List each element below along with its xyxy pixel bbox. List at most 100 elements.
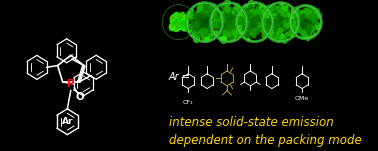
Circle shape (203, 20, 208, 26)
Circle shape (249, 2, 252, 5)
Circle shape (277, 22, 279, 24)
Circle shape (195, 38, 197, 40)
Circle shape (178, 16, 185, 22)
Circle shape (231, 21, 232, 22)
Circle shape (210, 2, 248, 42)
Circle shape (276, 6, 277, 8)
Circle shape (195, 5, 196, 6)
Circle shape (271, 15, 273, 17)
Circle shape (312, 8, 316, 12)
Circle shape (248, 1, 254, 6)
Circle shape (221, 39, 222, 41)
Circle shape (284, 26, 285, 27)
Circle shape (226, 41, 227, 42)
Circle shape (305, 23, 307, 25)
Circle shape (252, 11, 254, 13)
Circle shape (205, 24, 208, 27)
Circle shape (191, 21, 196, 27)
Circle shape (239, 28, 244, 34)
Circle shape (301, 21, 306, 26)
Circle shape (301, 18, 304, 21)
Circle shape (288, 30, 292, 34)
Circle shape (190, 34, 191, 35)
Circle shape (266, 8, 268, 10)
Circle shape (318, 13, 321, 18)
Circle shape (234, 8, 238, 12)
Circle shape (221, 37, 227, 44)
Circle shape (224, 29, 225, 30)
Circle shape (307, 16, 312, 21)
Circle shape (238, 18, 244, 24)
Circle shape (236, 39, 237, 40)
Circle shape (197, 6, 203, 12)
Circle shape (246, 21, 248, 22)
Circle shape (180, 17, 183, 20)
Circle shape (200, 13, 204, 18)
Circle shape (227, 33, 231, 37)
Circle shape (225, 19, 230, 25)
Circle shape (278, 19, 283, 25)
Circle shape (265, 10, 267, 11)
Circle shape (263, 4, 264, 6)
Circle shape (192, 33, 195, 36)
Circle shape (297, 26, 299, 27)
Circle shape (316, 23, 318, 25)
Circle shape (277, 14, 280, 17)
Circle shape (295, 23, 299, 28)
Circle shape (304, 11, 307, 13)
Circle shape (273, 39, 274, 41)
Circle shape (240, 13, 245, 17)
Circle shape (203, 30, 207, 34)
Circle shape (251, 23, 256, 28)
Circle shape (292, 24, 295, 27)
Circle shape (296, 18, 301, 23)
Circle shape (206, 35, 207, 36)
Circle shape (296, 22, 301, 27)
Circle shape (274, 40, 276, 41)
Circle shape (256, 21, 258, 23)
Circle shape (305, 17, 310, 22)
Circle shape (264, 31, 266, 34)
Circle shape (231, 11, 236, 16)
Circle shape (321, 21, 322, 22)
Circle shape (187, 29, 189, 30)
Circle shape (265, 37, 266, 39)
Circle shape (220, 14, 222, 15)
Circle shape (314, 34, 315, 35)
Circle shape (186, 2, 223, 42)
Circle shape (211, 19, 216, 25)
Circle shape (230, 37, 232, 39)
Circle shape (297, 25, 299, 27)
Circle shape (314, 27, 315, 28)
Circle shape (211, 12, 212, 13)
Circle shape (214, 23, 218, 28)
Circle shape (281, 41, 282, 42)
Circle shape (207, 21, 210, 24)
Circle shape (255, 27, 257, 30)
Circle shape (280, 2, 282, 3)
Circle shape (211, 29, 213, 31)
Circle shape (201, 24, 204, 27)
Circle shape (264, 32, 268, 37)
Circle shape (173, 19, 176, 22)
Circle shape (214, 34, 215, 35)
Circle shape (194, 36, 198, 39)
Circle shape (250, 40, 251, 42)
Circle shape (218, 5, 220, 6)
Circle shape (284, 11, 288, 15)
Circle shape (264, 7, 265, 8)
Circle shape (189, 25, 194, 29)
Circle shape (284, 23, 289, 28)
Circle shape (177, 23, 181, 27)
Circle shape (209, 15, 214, 20)
Circle shape (313, 9, 317, 13)
Circle shape (303, 20, 305, 23)
Circle shape (237, 4, 238, 6)
Circle shape (190, 18, 191, 19)
Circle shape (275, 11, 280, 17)
Circle shape (249, 17, 253, 22)
Circle shape (310, 15, 315, 21)
Circle shape (225, 19, 231, 25)
Circle shape (222, 23, 223, 25)
Circle shape (283, 22, 285, 24)
